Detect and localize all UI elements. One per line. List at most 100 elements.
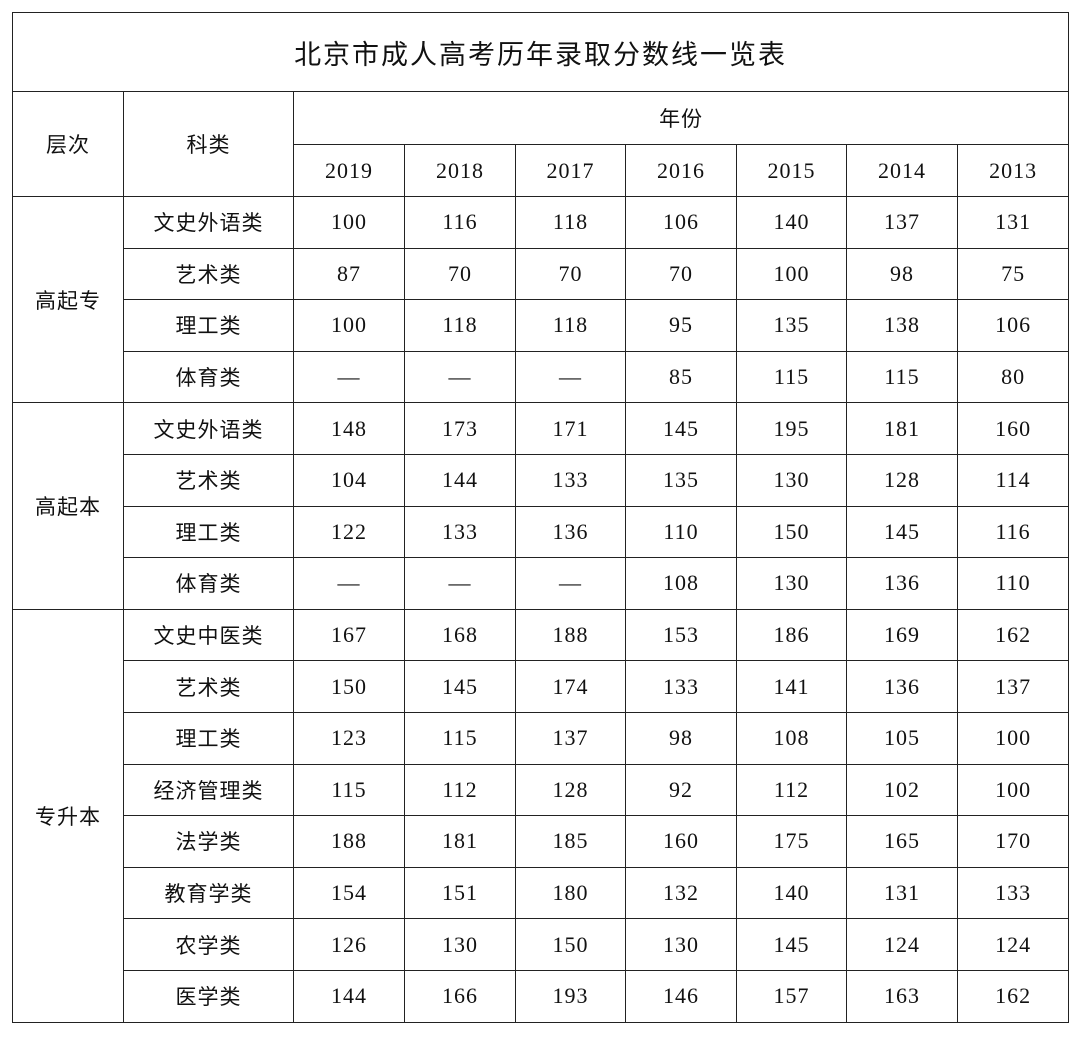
score-cell: 85 (625, 350, 737, 404)
year-header-2013: 2013 (956, 144, 1070, 197)
table-row: 法学类 188 181 185 160 175 165 170 (13, 815, 1070, 868)
score-cell: 170 (956, 815, 1070, 868)
table-row: 经济管理类 115 112 128 92 112 102 100 (13, 763, 1070, 817)
score-cell: — (404, 350, 516, 404)
header-level: 层次 (12, 91, 124, 197)
table-row: 理工类 122 133 136 110 150 145 116 (13, 505, 1070, 559)
score-cell: 100 (293, 299, 405, 352)
table-row: 体育类 — — —108 130 136 110 (13, 557, 1070, 610)
score-cell: 136 (846, 660, 958, 713)
score-cell: 150 (736, 505, 847, 559)
score-cell: 144 (404, 453, 516, 507)
score-table-document: 北京市成人高考历年录取分数线一览表 层次 科类 年份 2019 2018 2017 2… (11, 12, 1070, 1023)
category-cell: 教育学类 (123, 866, 294, 920)
score-cell: 185 (515, 815, 626, 868)
score-cell: 110 (625, 505, 737, 559)
table-row: 理工类 123 115 137 98 108 105 100 (13, 711, 1070, 765)
score-cell: 112 (736, 763, 847, 817)
score-cell: — (404, 557, 516, 610)
category-cell: 理工类 (123, 299, 294, 352)
score-cell: 157 (736, 969, 847, 1023)
score-cell: 151 (404, 866, 516, 920)
category-cell: 艺术类 (123, 247, 294, 301)
score-cell: 115 (846, 350, 958, 404)
score-cell: 118 (515, 196, 626, 249)
score-cell: — (515, 350, 626, 404)
score-cell: 186 (736, 608, 847, 662)
level-cell: 高起专 (12, 195, 124, 404)
score-cell: 137 (846, 196, 958, 249)
score-cell: 166 (404, 969, 516, 1023)
score-cell: 153 (625, 608, 737, 662)
score-cell: 92 (625, 763, 737, 817)
score-cell: 108 (736, 711, 847, 765)
score-cell: 181 (846, 402, 958, 455)
category-cell: 文史外语类 (123, 402, 294, 455)
score-cell: 122 (293, 505, 405, 559)
score-cell: 195 (736, 402, 847, 455)
score-cell: 116 (956, 505, 1070, 559)
table-row: 医学类 144 166 193 146 157 163 162 (13, 969, 1070, 1023)
category-cell: 体育类 (123, 350, 294, 404)
score-cell: 128 (846, 453, 958, 507)
score-cell: 171 (515, 402, 626, 455)
score-cell: 136 (515, 505, 626, 559)
category-cell: 艺术类 (123, 453, 294, 507)
year-header-2017: 2017 (515, 144, 626, 197)
score-cell: 144 (293, 969, 405, 1023)
score-cell: — (515, 557, 626, 610)
score-cell: 138 (846, 299, 958, 352)
score-cell: 98 (846, 247, 958, 301)
score-cell: 106 (956, 299, 1070, 352)
score-cell: 168 (404, 608, 516, 662)
score-cell: 167 (293, 608, 405, 662)
table-row: 高起本 文史外语类 148 173 171 145 195 181 160 (12, 402, 1070, 610)
score-cell: 118 (515, 299, 626, 352)
score-cell: 110 (956, 557, 1070, 610)
score-cell: 133 (515, 453, 626, 507)
score-cell: 145 (625, 402, 737, 455)
score-cell: 124 (846, 918, 958, 971)
score-cell: 188 (515, 608, 626, 662)
table-row: 艺术类 104 144 133 135 130 128 114 (13, 453, 1070, 507)
year-header-2016: 2016 (625, 144, 737, 197)
level-cell: 专升本 (12, 608, 124, 1023)
score-cell: 175 (736, 815, 847, 868)
header-year-group: 年份 (292, 91, 1070, 145)
score-cell: 130 (404, 918, 516, 971)
score-cell: 174 (515, 660, 626, 713)
score-cell: 133 (625, 660, 737, 713)
score-cell: 70 (625, 247, 737, 301)
table-row: 专升本 文史中医类 167 168 188 153 186 169 162 (12, 608, 1070, 1023)
score-cell: 135 (625, 453, 737, 507)
table-row: 高起专 文史外语类 100 116 118 106 140 137 131 (12, 195, 1070, 404)
table-row: 艺术类 87 70 70 70 100 98 75 (13, 247, 1070, 301)
category-cell: 理工类 (123, 505, 294, 559)
score-cell: 162 (956, 969, 1070, 1023)
score-cell: 154 (293, 866, 405, 920)
score-cell: 118 (404, 299, 516, 352)
year-header-2019: 2019 (293, 144, 405, 197)
category-cell: 经济管理类 (123, 763, 294, 817)
category-cell: 法学类 (123, 815, 294, 868)
score-cell: 148 (293, 402, 405, 455)
score-cell: 188 (293, 815, 405, 868)
year-header-row: 2019 2018 2017 2016 2015 2014 2013 (13, 144, 1070, 197)
score-cell: 140 (736, 196, 847, 249)
score-cell: 80 (956, 350, 1070, 404)
table-row: 教育学类 154 151 180 132 140 131 133 (13, 866, 1070, 920)
score-cell: 131 (956, 196, 1070, 249)
score-cell: 114 (956, 453, 1070, 507)
score-cell: 100 (956, 763, 1070, 817)
category-cell: 文史中医类 (123, 608, 294, 662)
score-cell: 115 (736, 350, 847, 404)
year-header-2018: 2018 (404, 144, 516, 197)
category-cell: 文史外语类 (123, 196, 294, 249)
score-cell: 162 (956, 608, 1070, 662)
table-title: 北京市成人高考历年录取分数线一览表 (11, 12, 1070, 92)
score-cell: 136 (846, 557, 958, 610)
score-cell: 146 (625, 969, 737, 1023)
score-cell: 173 (404, 402, 516, 455)
score-cell: 165 (846, 815, 958, 868)
score-cell: 150 (515, 918, 626, 971)
